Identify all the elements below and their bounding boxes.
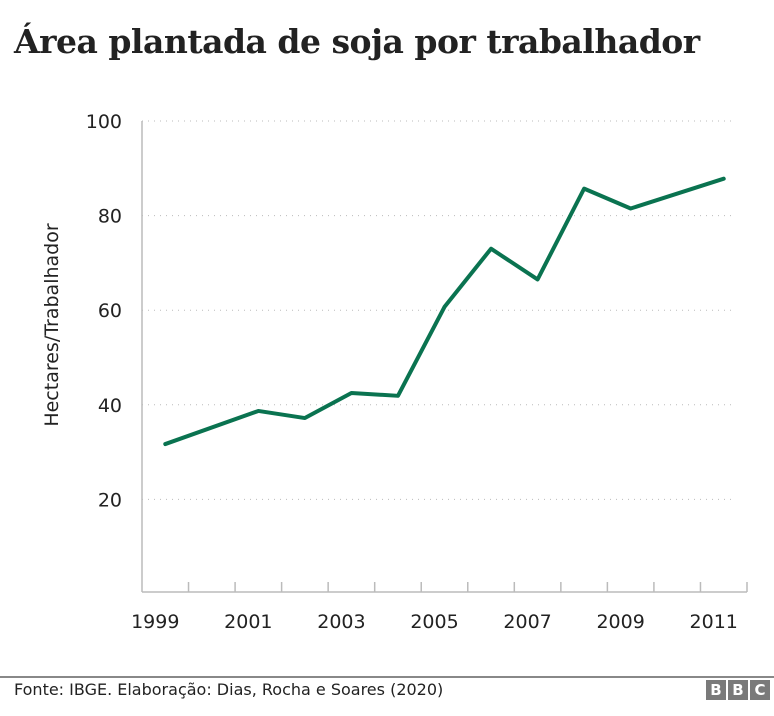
- footer-divider: [0, 676, 774, 678]
- bbc-logo-letter: C: [750, 680, 770, 700]
- x-tick-label: 2005: [410, 611, 458, 633]
- x-tick-label: 1999: [131, 611, 179, 633]
- y-tick-label: 20: [98, 489, 122, 511]
- x-tick-label: 2011: [690, 611, 738, 633]
- x-tick-label: 2009: [596, 611, 644, 633]
- y-tick-label: 80: [98, 206, 122, 228]
- series-line: [163, 176, 726, 447]
- y-tick-label: 60: [98, 300, 122, 322]
- source-note: Fonte: IBGE. Elaboração: Dias, Rocha e S…: [14, 680, 444, 699]
- bbc-logo-letter: B: [728, 680, 748, 700]
- y-tick-label: 40: [98, 395, 122, 417]
- x-tick-label: 2007: [503, 611, 551, 633]
- y-axis-label: Hectares/Trabalhador: [41, 223, 63, 427]
- bbc-logo: B B C: [706, 680, 770, 700]
- x-tick-label: 2003: [317, 611, 365, 633]
- chart-title: Área plantada de soja por trabalhador: [14, 22, 700, 61]
- bbc-logo-letter: B: [706, 680, 726, 700]
- y-tick-label: 100: [86, 111, 122, 133]
- line-chart: 20 40 60 80 100 1999 2001 2003 2005 2007 2009 2011 H…: [41, 111, 748, 633]
- x-tick-label: 2001: [224, 611, 272, 633]
